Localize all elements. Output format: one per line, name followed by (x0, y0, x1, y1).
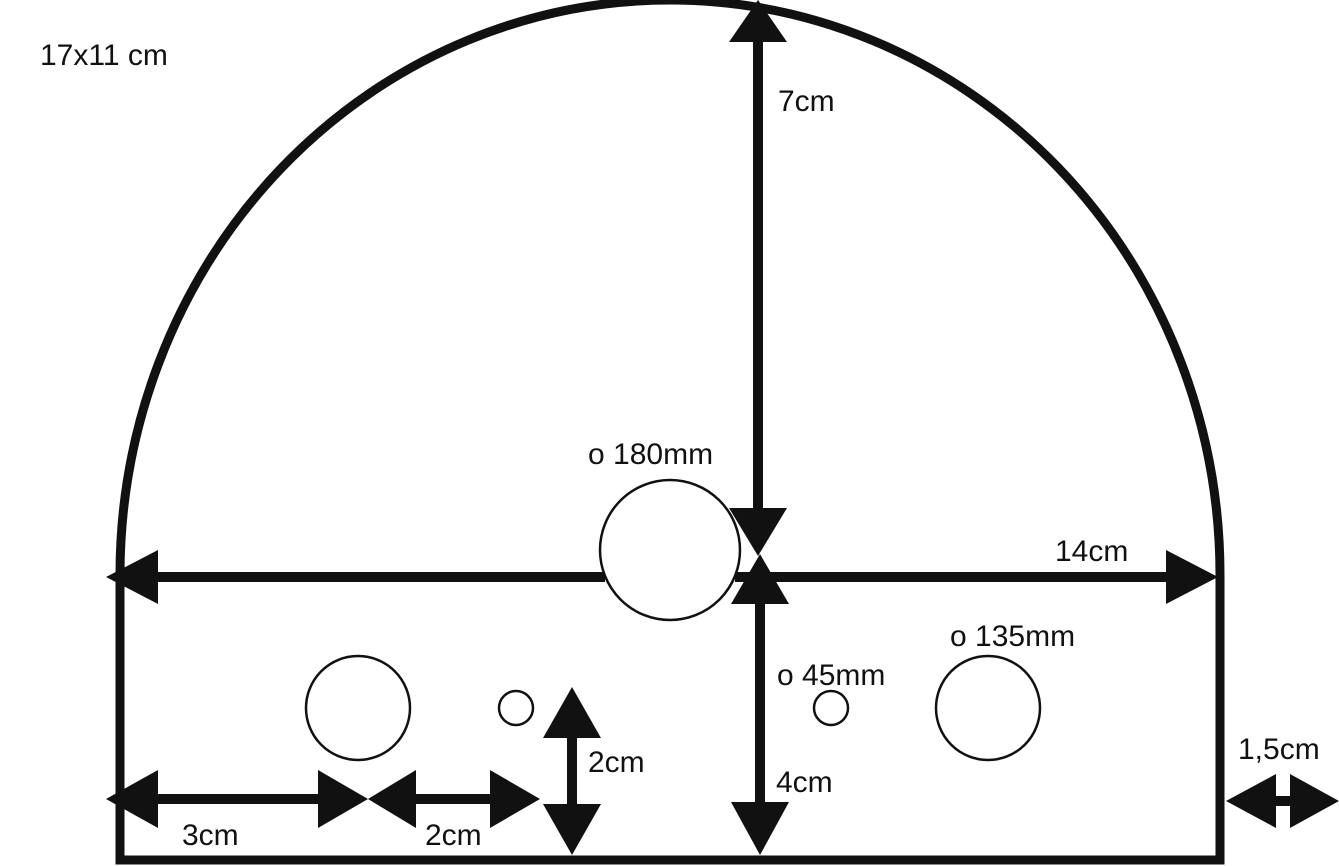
width-dimension-line-right (735, 572, 1175, 582)
height-top-label: 7cm (778, 85, 835, 118)
offset-3cm-arrowhead-right (318, 770, 368, 828)
height-top-dimension-line (753, 35, 763, 515)
hole-height-arrowhead-down (543, 804, 601, 855)
width-dimension (106, 550, 1218, 604)
height-top-arrowhead-up (729, 0, 787, 42)
height-bottom-arrowhead-up (731, 554, 789, 604)
margin-right-arrowhead-right (1290, 774, 1339, 828)
width-arrowhead-left (106, 550, 158, 604)
width-label: 14cm (1055, 535, 1128, 568)
spacing-2cm-dimension (368, 770, 540, 828)
hole-medium-left (304, 654, 412, 762)
outline-shape (115, 0, 1225, 865)
hole-large-center (598, 478, 742, 622)
hole-medium-right-label: o 135mm (950, 620, 1075, 653)
hole-spacing-label: 2cm (425, 819, 482, 852)
hole-large-center-label: o 180mm (588, 438, 713, 471)
margin-right-arrowhead-left (1226, 774, 1276, 828)
offset-3cm-line (148, 794, 328, 804)
left-hole-offset-label: 3cm (182, 819, 239, 852)
offset-3cm-dimension (106, 770, 368, 828)
height-top-dimension (729, 0, 787, 556)
height-bottom-dimension-line (755, 598, 765, 810)
spacing-2cm-arrowhead-right (490, 770, 540, 828)
hole-small-right (812, 689, 850, 727)
height-bottom-label: 4cm (776, 766, 833, 799)
hole-medium-right (934, 654, 1042, 762)
hole-small-left (497, 689, 535, 727)
width-dimension-line-left (150, 572, 605, 582)
size-label: 17x11 cm (40, 39, 168, 72)
margin-right-dimension (1226, 774, 1339, 828)
offset-3cm-arrowhead-left (106, 770, 158, 828)
margin-right-label: 1,5cm (1238, 733, 1320, 766)
margin-right-line (1258, 796, 1298, 806)
spacing-2cm-arrowhead-left (368, 770, 416, 828)
hole-height-arrowhead-up (543, 687, 601, 738)
hole-height-line (567, 730, 577, 810)
width-arrowhead-right (1166, 550, 1218, 604)
hole-height-label: 2cm (588, 746, 645, 779)
hole-height-dimension (543, 687, 601, 855)
height-top-arrowhead-down (729, 508, 787, 556)
height-bottom-dimension (731, 554, 789, 855)
hole-small-label: o 45mm (777, 659, 885, 692)
spacing-2cm-line (405, 794, 500, 804)
height-bottom-arrowhead-down (731, 802, 789, 855)
